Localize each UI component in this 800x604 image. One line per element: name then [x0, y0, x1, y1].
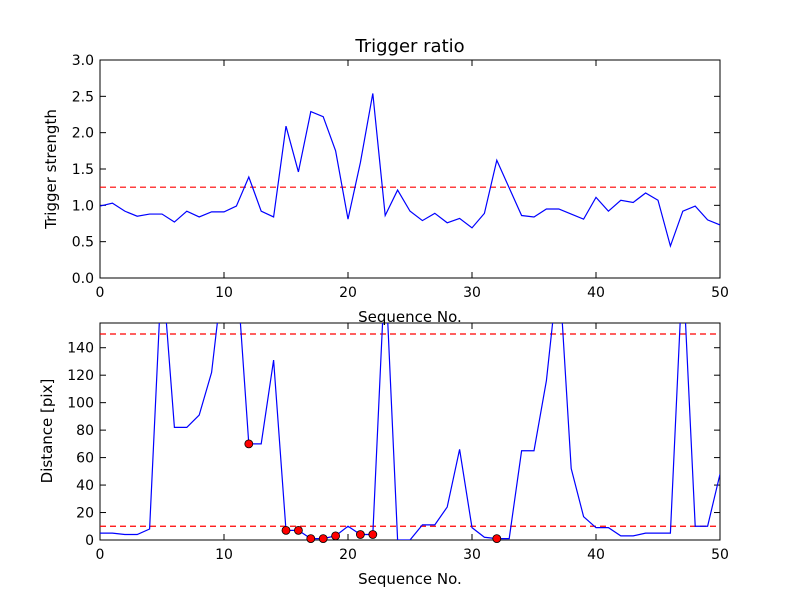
- y-tick-label: 2.5: [72, 89, 94, 105]
- y-tick-label: 3.0: [72, 53, 94, 69]
- series-line: [100, 323, 720, 540]
- data-point-marker: [492, 534, 502, 544]
- plot-area-frame: [99, 59, 721, 279]
- y-tick-label: 140: [67, 341, 94, 357]
- chart-title: Trigger ratio: [354, 36, 464, 57]
- x-tick-label: 20: [339, 285, 357, 301]
- y-tick-label: 1.5: [72, 162, 94, 178]
- series-line: [100, 93, 720, 249]
- data-point-marker: [281, 525, 291, 535]
- plot-content: [100, 323, 720, 540]
- distance-panel: Sequence No. Distance [pix] 0 10 20 30 40 50 0…: [38, 322, 729, 588]
- x-axis-label: Sequence No.: [358, 308, 462, 326]
- y-axis-label: Distance [pix]: [38, 379, 56, 484]
- y-tick-label: 1.0: [72, 198, 94, 214]
- y-tick-label: 60: [76, 451, 94, 467]
- x-tick-label: 30: [463, 285, 481, 301]
- plot-content: [100, 93, 720, 249]
- y-tick-label: 100: [67, 396, 94, 412]
- x-tick-label: 10: [215, 547, 233, 563]
- data-point-marker: [331, 531, 341, 541]
- x-tick-label: 40: [587, 285, 605, 301]
- y-tick-label: 20: [76, 506, 94, 522]
- data-point-marker: [368, 530, 378, 539]
- x-tick-label: 0: [96, 547, 105, 563]
- x-tick-label: 30: [463, 547, 481, 563]
- x-tick-label: 50: [711, 547, 729, 563]
- y-tick-label: 0: [85, 533, 94, 549]
- x-tick-label: 0: [96, 285, 105, 301]
- data-point-marker: [293, 525, 303, 535]
- x-tick-label: 50: [711, 285, 729, 301]
- y-axis-label: Trigger strength: [42, 109, 60, 230]
- data-point-marker: [306, 534, 316, 544]
- data-point-marker: [318, 534, 328, 544]
- y-tick-label: 2.0: [72, 126, 94, 142]
- x-axis-label: Sequence No.: [358, 570, 462, 588]
- x-tick-label: 40: [587, 547, 605, 563]
- data-point-marker: [355, 530, 365, 539]
- y-tick-label: 120: [67, 368, 94, 384]
- trigger-strength-panel: Sequence No. Trigger strength 0 10 20 30 40 5…: [42, 53, 729, 326]
- x-tick-label: 20: [339, 547, 357, 563]
- plot-area-frame: [99, 322, 721, 541]
- y-tick-label: 80: [76, 423, 94, 439]
- y-tick-label: 40: [76, 478, 94, 494]
- data-point-marker: [244, 439, 254, 449]
- x-tick-label: 10: [215, 285, 233, 301]
- y-tick-label: 0.5: [72, 235, 94, 251]
- y-tick-label: 0.0: [72, 271, 94, 287]
